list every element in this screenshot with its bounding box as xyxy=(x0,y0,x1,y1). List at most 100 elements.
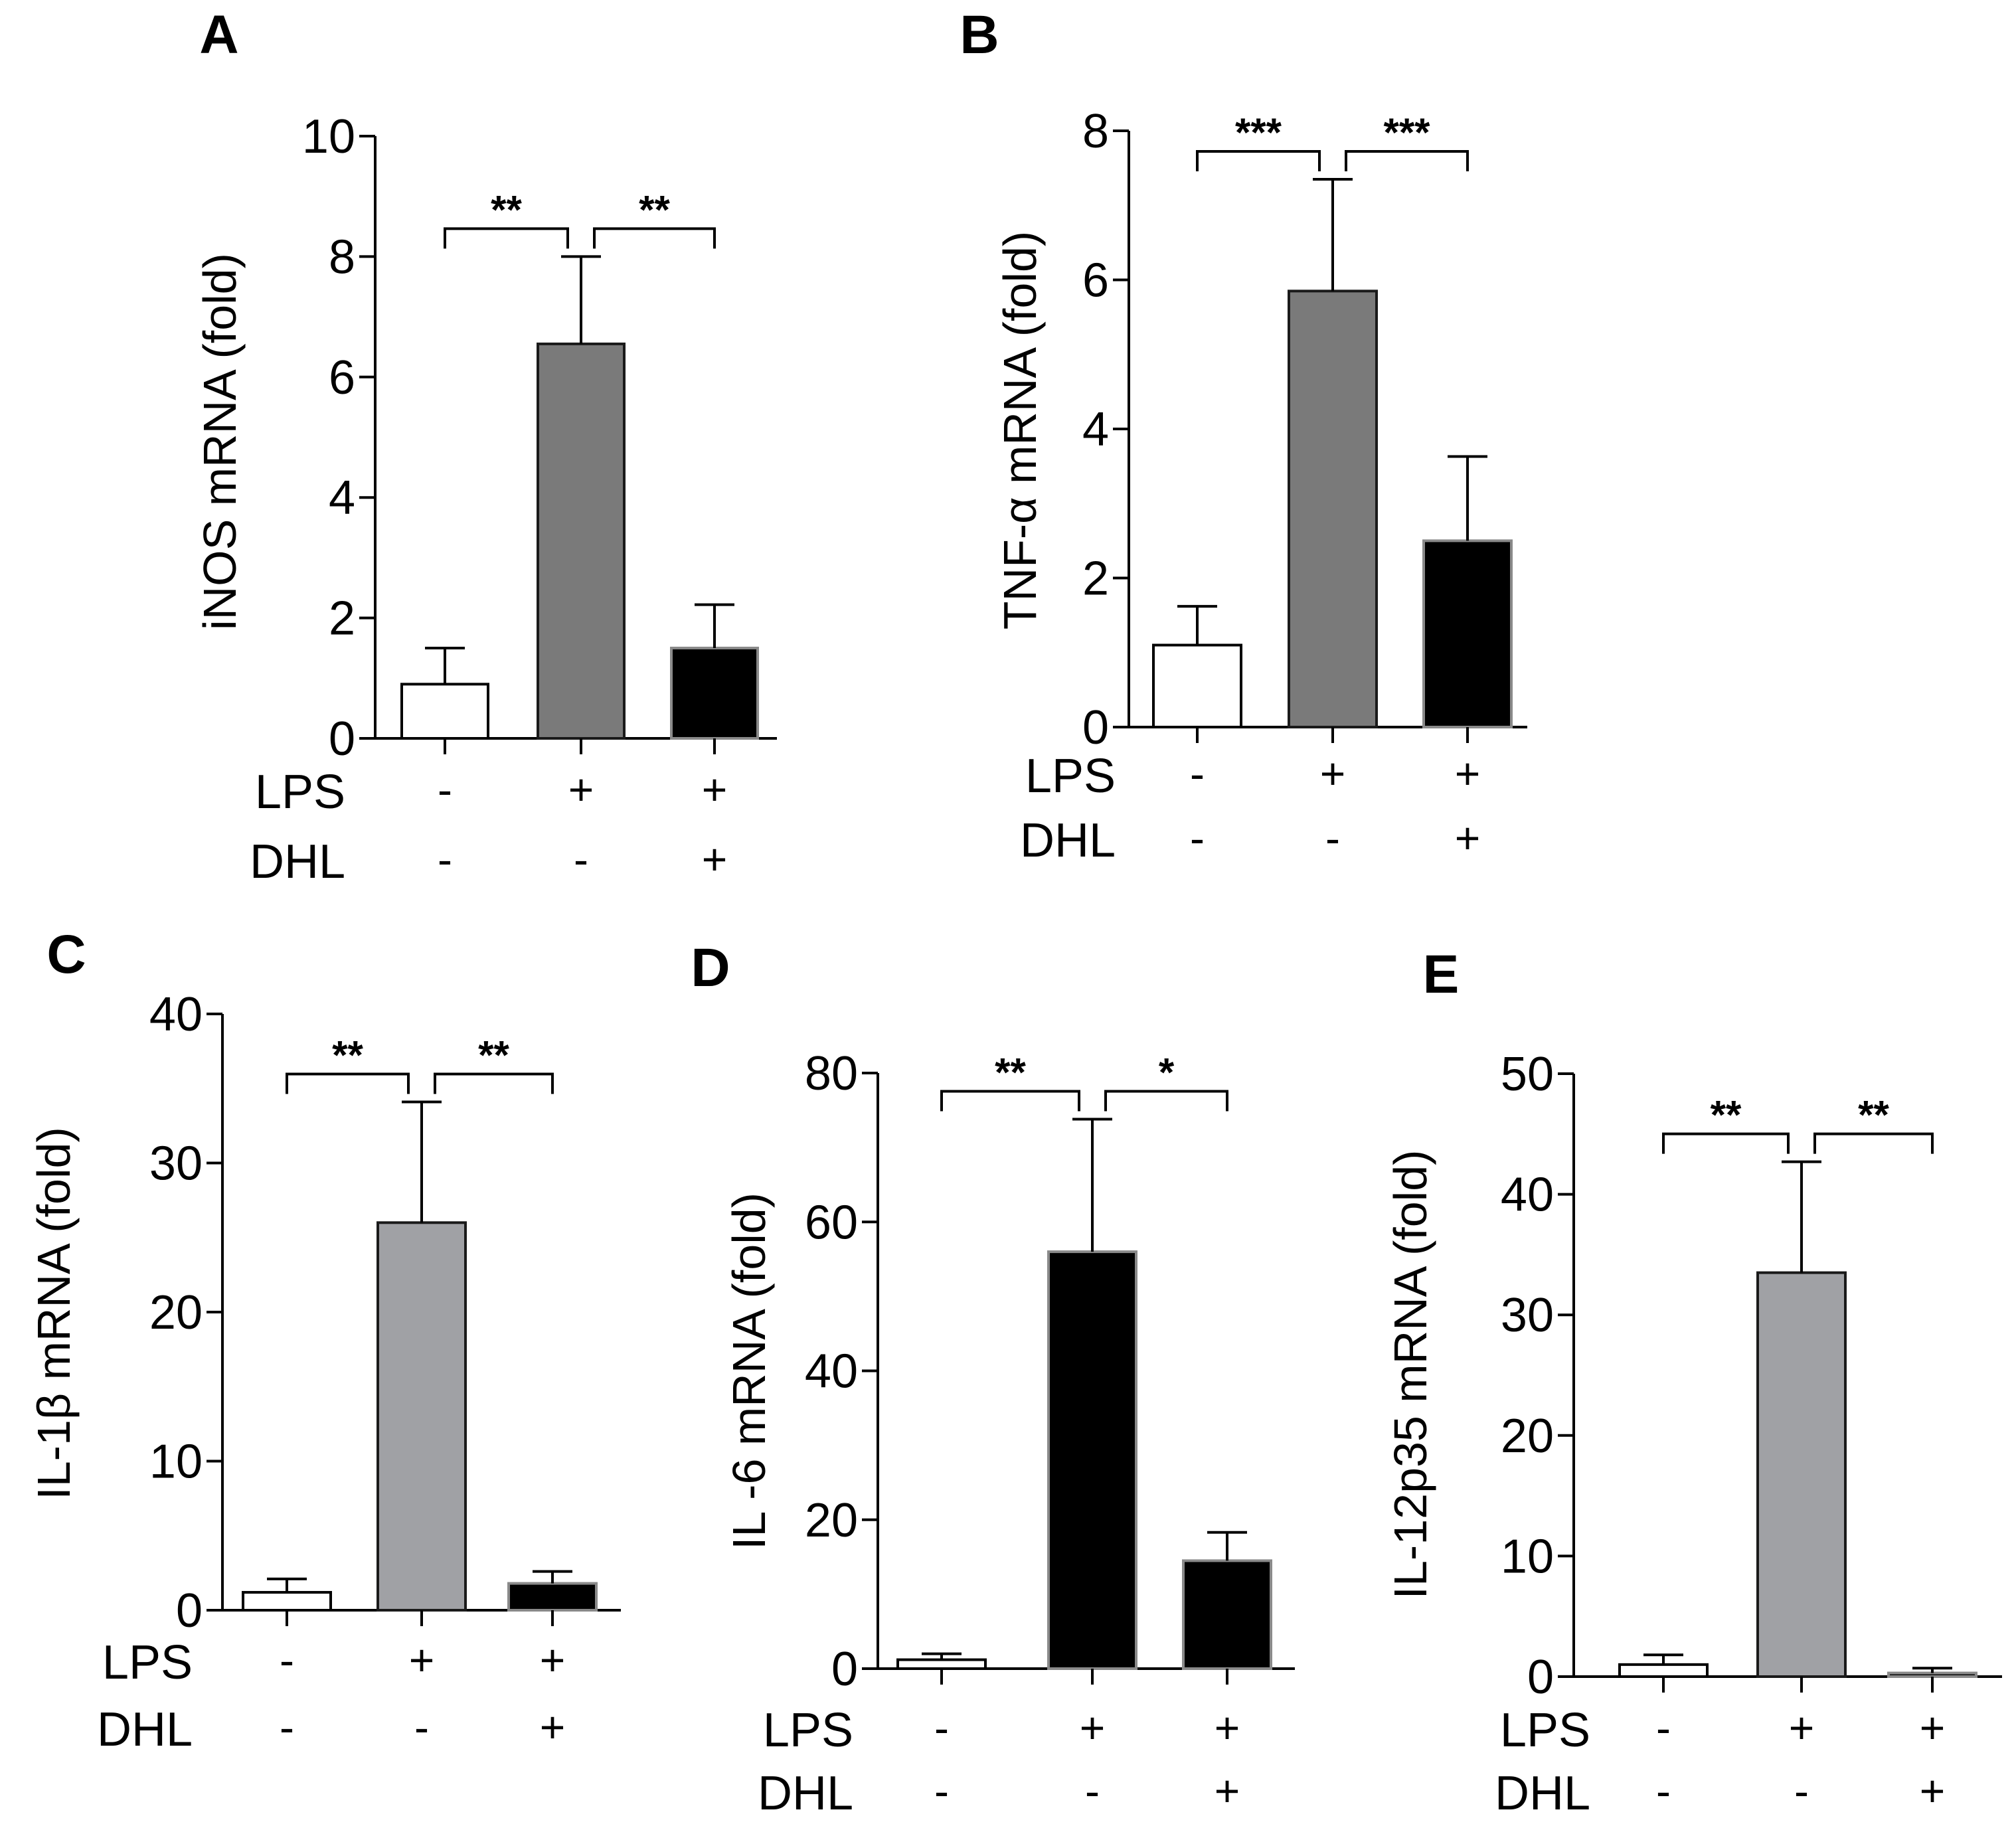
dhl-sign-3: + xyxy=(1920,1766,1946,1815)
significance-label-2: ** xyxy=(639,187,670,232)
dhl-sign-3: + xyxy=(1455,813,1481,863)
bar-3 xyxy=(1887,1671,1977,1679)
bar-1 xyxy=(1152,643,1242,729)
dhl-sign-2: - xyxy=(1325,813,1340,863)
row-label-lps: LPS xyxy=(1500,1704,1590,1757)
y-tick-label: 60 xyxy=(805,1196,858,1249)
y-axis-label: IL -6 mRNA (fold) xyxy=(723,1193,775,1550)
significance-bracket-2 xyxy=(593,227,716,249)
y-tick-label: 2 xyxy=(329,592,355,645)
bar-2 xyxy=(1756,1271,1847,1678)
dhl-sign-1: - xyxy=(438,835,452,884)
y-tick-label: 0 xyxy=(176,1584,203,1637)
lps-sign-2: + xyxy=(1320,749,1346,798)
bar-3 xyxy=(670,646,759,740)
dhl-sign-2: - xyxy=(1794,1766,1809,1815)
y-tick-label: 40 xyxy=(805,1345,858,1398)
y-axis-label: TNF-α mRNA (fold) xyxy=(994,231,1046,629)
dhl-sign-3: + xyxy=(540,1703,566,1752)
row-label-dhl: DHL xyxy=(1495,1767,1590,1820)
lps-sign-2: + xyxy=(568,765,594,814)
panel-letter: D xyxy=(691,938,730,998)
significance-label-1: ** xyxy=(332,1033,363,1077)
y-tick-label: 8 xyxy=(1082,105,1109,158)
y-tick-label: 30 xyxy=(1501,1289,1554,1342)
y-tick-label: 0 xyxy=(329,712,355,766)
y-tick-label: 6 xyxy=(1082,254,1109,307)
lps-sign-1: - xyxy=(438,765,452,814)
lps-sign-3: + xyxy=(702,765,728,814)
significance-bracket-2 xyxy=(1813,1132,1934,1154)
significance-label-1: ** xyxy=(995,1050,1026,1095)
significance-label-1: ** xyxy=(491,187,522,232)
lps-sign-1: - xyxy=(1190,749,1205,798)
y-axis-label: IL-12p35 mRNA (fold) xyxy=(1385,1150,1436,1600)
significance-bracket-1 xyxy=(1196,149,1321,171)
significance-bracket-1 xyxy=(286,1072,410,1094)
bar-3 xyxy=(1422,539,1513,728)
significance-bracket-1 xyxy=(444,227,569,249)
significance-bracket-2 xyxy=(434,1072,554,1094)
bar-1 xyxy=(896,1658,987,1670)
bar-1 xyxy=(1618,1663,1709,1679)
lps-sign-3: + xyxy=(1215,1703,1240,1752)
row-label-dhl: DHL xyxy=(1020,814,1116,867)
row-label-dhl: DHL xyxy=(250,835,345,888)
row-label-dhl: DHL xyxy=(97,1703,193,1756)
dhl-sign-1: - xyxy=(934,1766,949,1815)
y-tick-label: 10 xyxy=(1501,1530,1554,1583)
significance-label-2: ** xyxy=(1858,1093,1889,1137)
dhl-sign-2: - xyxy=(574,835,588,884)
lps-sign-3: + xyxy=(540,1635,566,1685)
y-tick-label: 6 xyxy=(329,351,355,404)
bar-3 xyxy=(507,1582,598,1612)
y-tick-label: 4 xyxy=(1082,403,1109,456)
y-tick-label: 80 xyxy=(805,1047,858,1100)
dhl-sign-2: - xyxy=(1085,1766,1100,1815)
y-axis-label: IL-1β mRNA (fold) xyxy=(28,1127,80,1500)
significance-bracket-2 xyxy=(1104,1090,1228,1112)
bar-1 xyxy=(400,683,489,740)
bar-2 xyxy=(537,342,626,740)
y-tick-label: 30 xyxy=(149,1137,203,1191)
lps-sign-1: - xyxy=(1656,1703,1671,1752)
bar-2 xyxy=(1288,290,1378,728)
dhl-sign-1: - xyxy=(1656,1766,1671,1815)
lps-sign-2: + xyxy=(1789,1703,1815,1752)
row-label-dhl: DHL xyxy=(758,1767,853,1820)
dhl-sign-3: + xyxy=(702,835,728,884)
row-label-lps: LPS xyxy=(102,1636,193,1689)
lps-sign-3: + xyxy=(1455,749,1481,798)
significance-label-2: ** xyxy=(478,1033,509,1077)
significance-label-1: ** xyxy=(1711,1093,1742,1137)
y-tick-label: 10 xyxy=(302,110,355,163)
y-tick-label: 2 xyxy=(1082,552,1109,606)
significance-label-2: *** xyxy=(1383,110,1430,155)
row-label-lps: LPS xyxy=(1025,750,1116,803)
bar-2 xyxy=(377,1221,467,1612)
row-label-lps: LPS xyxy=(255,766,345,819)
lps-sign-1: - xyxy=(934,1703,949,1752)
lps-sign-2: + xyxy=(409,1635,435,1685)
y-tick-label: 0 xyxy=(1527,1651,1554,1704)
lps-sign-1: - xyxy=(280,1635,294,1685)
bar-3 xyxy=(1182,1559,1272,1670)
y-tick-label: 10 xyxy=(149,1436,203,1489)
bar-1 xyxy=(242,1591,332,1612)
panel-letter: C xyxy=(46,924,86,985)
y-tick-label: 40 xyxy=(149,988,203,1041)
y-tick-label: 4 xyxy=(329,471,355,525)
significance-bracket-1 xyxy=(1662,1132,1790,1154)
dhl-sign-3: + xyxy=(1215,1766,1240,1815)
significance-label-1: *** xyxy=(1235,110,1282,155)
y-tick-label: 20 xyxy=(1501,1410,1554,1463)
dhl-sign-1: - xyxy=(1190,813,1205,863)
y-tick-label: 20 xyxy=(805,1494,858,1547)
y-tick-label: 50 xyxy=(1501,1048,1554,1101)
significance-bracket-1 xyxy=(940,1090,1080,1112)
y-tick-label: 0 xyxy=(831,1643,858,1696)
y-axis-label: iNOS mRNA (fold) xyxy=(194,253,246,630)
